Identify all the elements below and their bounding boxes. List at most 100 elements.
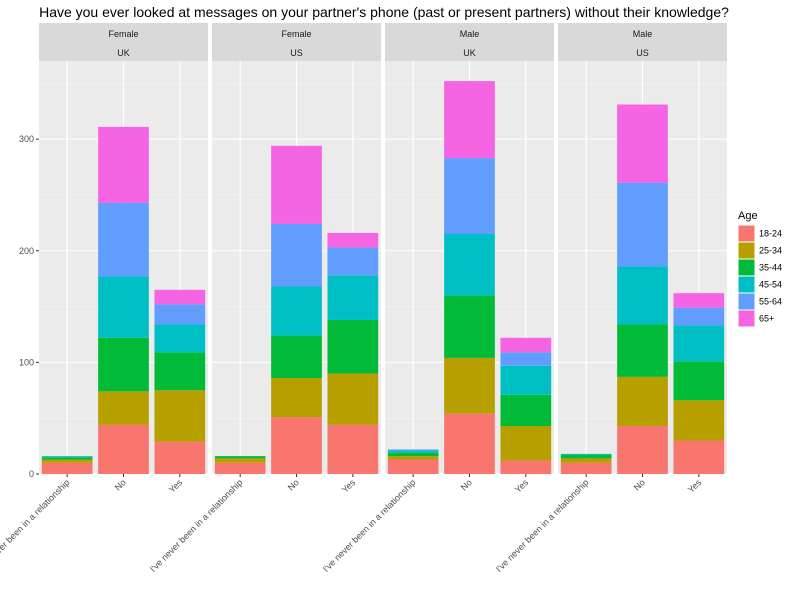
bar-segment-i-ve-never-been-in-a-relationship-25-34 xyxy=(41,459,93,463)
bar-segment-i-ve-never-been-in-a-relationship-45-54 xyxy=(560,453,612,456)
bar-segment-no-25-34 xyxy=(271,378,322,418)
bar-segment-no-65 xyxy=(617,104,668,183)
y-tick-label: 100 xyxy=(19,357,34,367)
bar-segment-i-ve-never-been-in-a-relationship-35-44 xyxy=(41,457,93,460)
bar-segment-i-ve-never-been-in-a-relationship-25-34 xyxy=(214,458,266,463)
legend-swatch-25-34 xyxy=(737,241,756,260)
bar-segment-no-55-64 xyxy=(271,223,322,287)
legend-label-45-54: 45-54 xyxy=(759,280,782,290)
x-tick-label: Yes xyxy=(513,477,531,495)
bar-segment-no-35-44 xyxy=(98,337,149,392)
legend-swatch-18-24 xyxy=(737,224,756,243)
bar-segment-no-18-24 xyxy=(271,417,322,474)
facet-panel-male-us: Male US I've never been in a relationship N… xyxy=(494,23,727,574)
bar-segment-no-65 xyxy=(444,81,495,159)
x-tick-label: I've never been in a relationship xyxy=(0,477,72,574)
bar-segment-i-ve-never-been-in-a-relationship-45-54 xyxy=(387,450,439,453)
bar-segment-yes-45-54 xyxy=(673,325,725,362)
x-tick-label: I've never been in a relationship xyxy=(321,477,418,574)
legend-label-25-34: 25-34 xyxy=(759,246,782,256)
bar-segment-no-18-24 xyxy=(98,424,149,474)
bar-segment-no-45-54 xyxy=(98,276,149,338)
bar-segment-no-65 xyxy=(271,145,322,224)
bar-segment-i-ve-never-been-in-a-relationship-55-64 xyxy=(387,449,439,451)
bar-segment-no-45-54 xyxy=(617,266,668,325)
bar-segment-yes-45-54 xyxy=(500,365,552,395)
legend-swatch-35-44 xyxy=(737,258,756,277)
facet-strip-country: UK xyxy=(463,48,476,58)
x-tick-label: Yes xyxy=(167,477,185,495)
facet-panel-male-uk: Male UK I've never been in a relationship N… xyxy=(321,23,554,574)
bar-segment-yes-18-24 xyxy=(500,460,552,474)
bar-segment-yes-65 xyxy=(500,337,552,353)
legend-label-35-44: 35-44 xyxy=(759,263,782,273)
facet-strip-country: US xyxy=(636,48,649,58)
facet-panel-female-uk: Female UK I've never been in a relationshi… xyxy=(0,23,208,574)
bar-segment-i-ve-never-been-in-a-relationship-18-24 xyxy=(41,462,93,474)
x-tick-label: Yes xyxy=(686,477,704,495)
bar-segment-yes-55-64 xyxy=(500,352,552,366)
bar-segment-yes-45-54 xyxy=(154,324,206,353)
bar-segment-no-55-64 xyxy=(444,158,495,235)
legend-swatch-45-54 xyxy=(737,275,756,294)
bar-segment-yes-18-24 xyxy=(327,424,379,474)
facet-panels: Female UK I've never been in a relationshi… xyxy=(0,23,727,574)
x-tick-label: No xyxy=(459,477,474,492)
bar-segment-no-55-64 xyxy=(98,202,149,277)
facet-strip-country: US xyxy=(290,48,303,58)
facet-strip-gender: Female xyxy=(281,29,311,39)
bar-segment-yes-55-64 xyxy=(154,304,206,325)
y-axis: 0 100 200 300 xyxy=(19,134,39,479)
x-tick-label: No xyxy=(632,477,647,492)
legend: Age 18-24 25-34 35-44 45-54 55-64 65+ xyxy=(737,210,782,328)
bar-segment-yes-35-44 xyxy=(327,319,379,374)
facet-strip xyxy=(385,23,554,61)
legend-swatch-55-64 xyxy=(737,292,756,311)
legend-label-55-64: 55-64 xyxy=(759,297,782,307)
bar-segment-yes-18-24 xyxy=(154,441,206,474)
bar-segment-no-35-44 xyxy=(617,324,668,377)
bar-segment-yes-35-44 xyxy=(673,361,725,401)
bar-segment-yes-55-64 xyxy=(673,307,725,326)
x-tick-label: Yes xyxy=(340,477,358,495)
y-tick-label: 0 xyxy=(29,469,34,479)
bar-segment-yes-25-34 xyxy=(500,426,552,461)
bar-segment-no-25-34 xyxy=(98,391,149,425)
legend-swatch-65 xyxy=(737,309,756,328)
bar-segment-yes-55-64 xyxy=(327,247,379,276)
bar-segment-i-ve-never-been-in-a-relationship-25-34 xyxy=(560,458,612,463)
bar-segment-yes-65 xyxy=(154,289,206,305)
x-tick-label: I've never been in a relationship xyxy=(494,477,591,574)
legend-title: Age xyxy=(738,210,758,222)
bar-segment-yes-35-44 xyxy=(500,394,552,427)
bar-segment-no-55-64 xyxy=(617,182,668,267)
bar-segment-no-35-44 xyxy=(271,335,322,379)
facet-strip-country: UK xyxy=(117,48,130,58)
bar-segment-i-ve-never-been-in-a-relationship-18-24 xyxy=(387,459,439,474)
bar-segment-i-ve-never-been-in-a-relationship-18-24 xyxy=(214,462,266,474)
bar-segment-yes-18-24 xyxy=(673,440,725,474)
legend-label-18-24: 18-24 xyxy=(759,229,782,239)
bar-segment-yes-25-34 xyxy=(154,390,206,442)
bar-segment-no-18-24 xyxy=(444,413,495,474)
bar-segment-no-35-44 xyxy=(444,295,495,358)
bar-segment-i-ve-never-been-in-a-relationship-35-44 xyxy=(214,456,266,459)
bar-segment-i-ve-never-been-in-a-relationship-35-44 xyxy=(387,452,439,457)
x-tick-label: No xyxy=(286,477,301,492)
bar-segment-yes-35-44 xyxy=(154,352,206,391)
bar-segment-yes-25-34 xyxy=(327,373,379,425)
bar-segment-i-ve-never-been-in-a-relationship-35-44 xyxy=(560,455,612,459)
bar-segment-yes-25-34 xyxy=(673,400,725,441)
bar-segment-no-25-34 xyxy=(617,376,668,427)
bar-segment-no-18-24 xyxy=(617,426,668,474)
bar-segment-i-ve-never-been-in-a-relationship-25-34 xyxy=(387,456,439,460)
bar-segment-no-45-54 xyxy=(444,234,495,296)
bar-segment-no-25-34 xyxy=(444,357,495,414)
x-tick-label: I've never been in a relationship xyxy=(148,477,245,574)
bar-segment-yes-65 xyxy=(673,293,725,308)
facet-strip xyxy=(212,23,381,61)
bar-segment-no-45-54 xyxy=(271,286,322,336)
bar-segment-no-65 xyxy=(98,126,149,203)
facet-strip-gender: Female xyxy=(108,29,138,39)
